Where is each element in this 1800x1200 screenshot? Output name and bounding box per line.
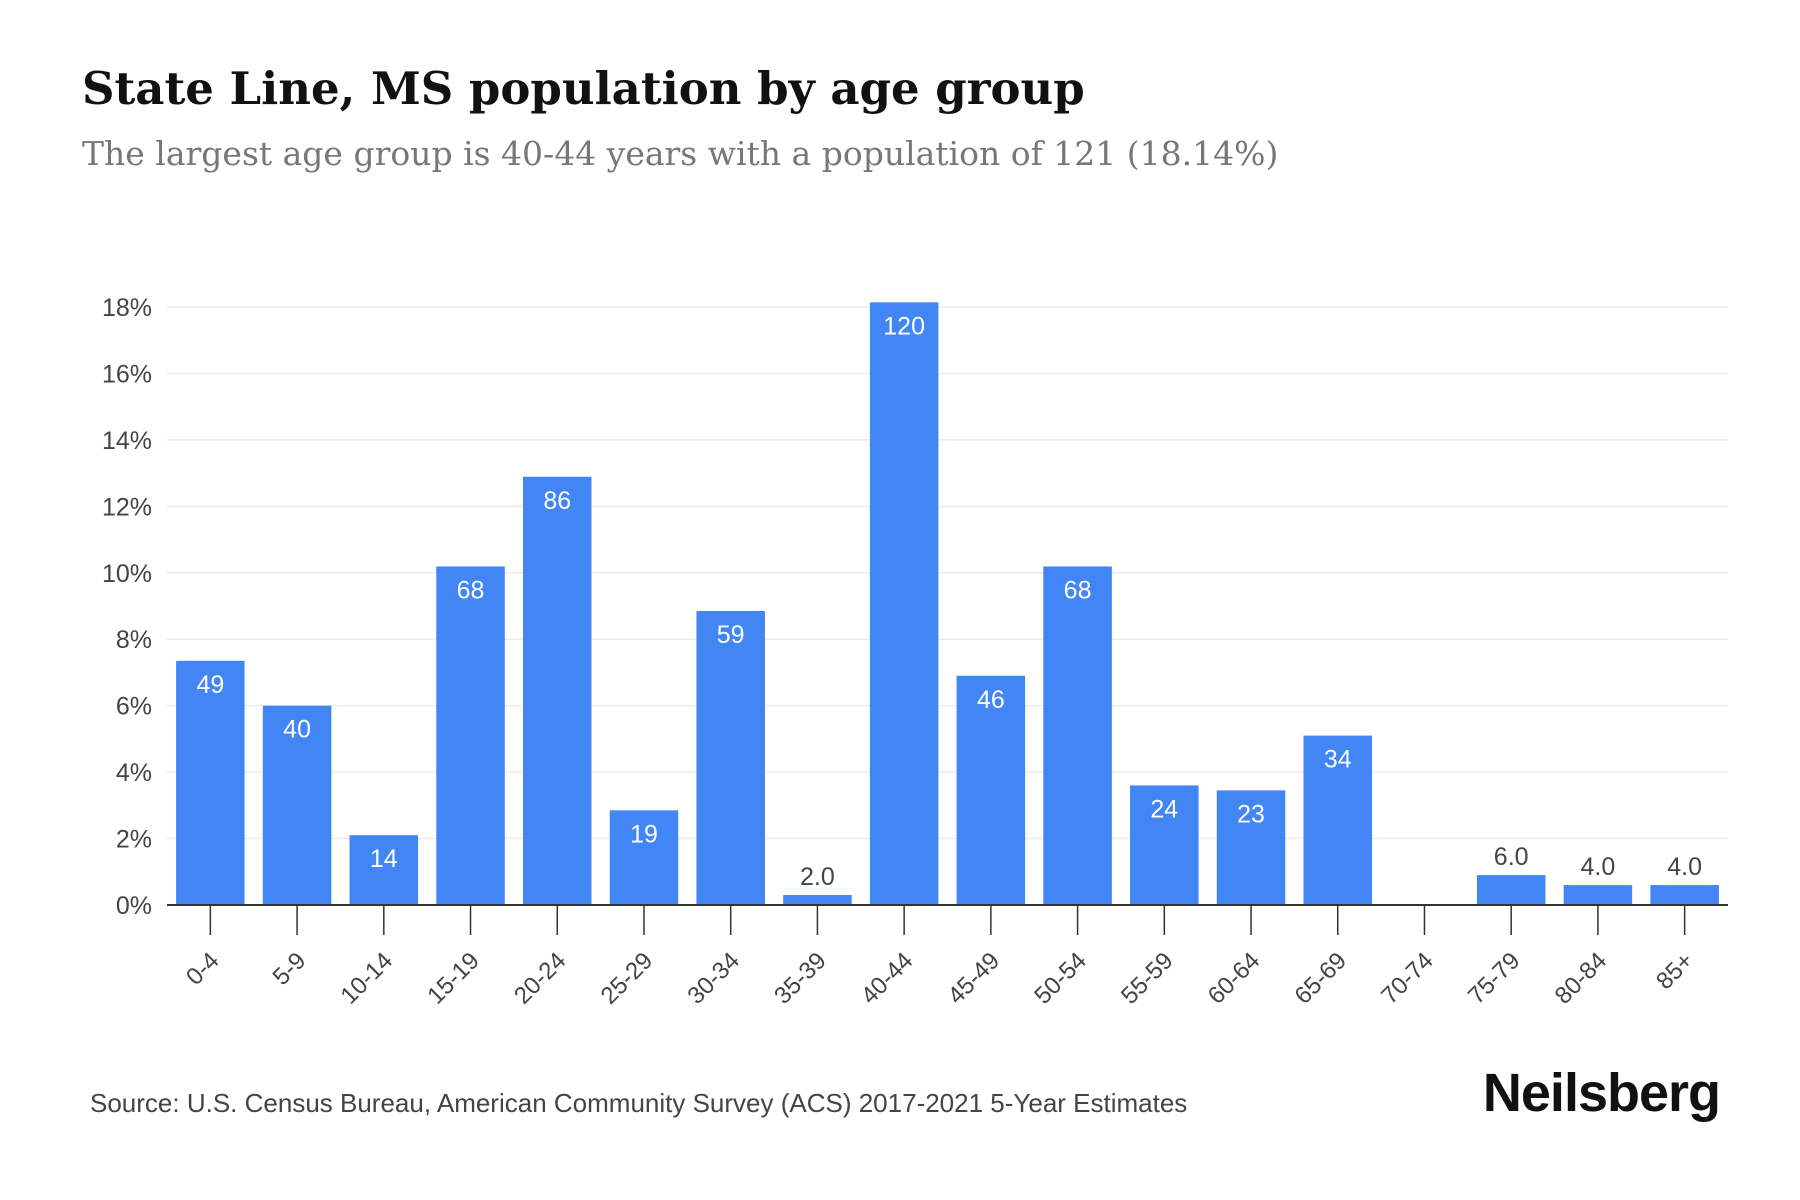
x-tick-label: 25-29 xyxy=(596,947,659,1010)
bar xyxy=(1130,785,1199,905)
x-tick-label: 35-39 xyxy=(769,947,832,1010)
chart-title: State Line, MS population by age group xyxy=(82,62,1085,115)
bar xyxy=(262,705,332,905)
x-tick-label: 10-14 xyxy=(336,947,399,1010)
y-tick-label: 8% xyxy=(116,626,152,654)
y-tick-label: 16% xyxy=(102,360,152,388)
bar-value-label: 40 xyxy=(283,716,311,744)
y-tick-label: 14% xyxy=(102,427,152,455)
y-tick-label: 4% xyxy=(116,759,152,787)
bars: 49 40 14 68 86 19 59 2.0 120 46 68 24 23 34 6.0 4.0 4.0 xyxy=(176,302,1719,905)
x-tick-label: 30-34 xyxy=(682,947,745,1010)
bar-value-label: 68 xyxy=(457,576,485,604)
grid-lines xyxy=(167,306,1728,840)
bar-value-label: 4.0 xyxy=(1667,853,1702,881)
bar xyxy=(522,476,592,905)
bar-value-label: 68 xyxy=(1064,576,1092,604)
x-tick-label: 65-69 xyxy=(1289,947,1352,1010)
bar-value-label: 86 xyxy=(543,487,571,515)
bar-value-label: 4.0 xyxy=(1581,853,1616,881)
bar-value-label: 6.0 xyxy=(1494,843,1529,871)
x-tick-label: 80-84 xyxy=(1550,947,1613,1010)
y-tick-label: 18% xyxy=(102,294,152,322)
y-tick-label: 10% xyxy=(102,560,152,588)
bar xyxy=(609,810,679,905)
x-tick-label: 55-59 xyxy=(1116,947,1179,1010)
bar xyxy=(1650,885,1719,905)
bar-value-label: 2.0 xyxy=(800,863,835,891)
x-tick-label: 60-64 xyxy=(1203,947,1266,1010)
bar-value-label: 19 xyxy=(630,820,658,848)
x-tick-label: 85+ xyxy=(1651,947,1699,995)
y-axis-ticks: 0% 2% 4% 6% 8% 10% 12% 14% 16% 18% xyxy=(102,294,152,920)
bar-value-label: 24 xyxy=(1150,795,1178,823)
bar xyxy=(1216,790,1286,905)
bar xyxy=(783,895,852,905)
source-note: Source: U.S. Census Bureau, American Com… xyxy=(90,1088,1188,1118)
bar xyxy=(696,610,765,905)
y-tick-label: 0% xyxy=(116,892,152,920)
x-tick-label: 15-19 xyxy=(422,947,485,1010)
bar-value-label: 34 xyxy=(1324,746,1352,774)
x-tick-label: 75-79 xyxy=(1463,947,1526,1010)
bar xyxy=(869,302,939,905)
y-tick-label: 2% xyxy=(116,826,152,854)
bar xyxy=(176,660,245,905)
bar-value-label: 59 xyxy=(717,621,745,649)
x-tick-label: 0-4 xyxy=(181,947,225,991)
bar xyxy=(349,835,419,905)
bar-chart: 0% 2% 4% 6% 8% 10% 12% 14% 16% 18% 49 40 14 68 86 19 59… xyxy=(102,294,1728,1010)
x-tick-label: 50-54 xyxy=(1029,947,1092,1010)
bar xyxy=(1303,735,1373,905)
bar-value-label: 23 xyxy=(1237,800,1265,828)
x-tick-label: 45-49 xyxy=(943,947,1006,1010)
bar-value-label: 49 xyxy=(196,671,224,699)
bar xyxy=(956,675,1026,905)
x-tick-label: 40-44 xyxy=(856,947,919,1010)
brand-logo: Neilsberg xyxy=(1482,1063,1721,1123)
chart-subtitle: The largest age group is 40-44 years wit… xyxy=(82,134,1279,173)
x-tick-label: 20-24 xyxy=(509,947,572,1010)
bar-value-label: 14 xyxy=(370,845,398,873)
x-tick-label: 70-74 xyxy=(1376,947,1439,1010)
bar xyxy=(1043,566,1112,905)
bar-value-label: 46 xyxy=(977,686,1005,714)
bar xyxy=(1476,875,1546,905)
bar-value-label: 120 xyxy=(883,312,925,340)
y-tick-label: 12% xyxy=(102,493,152,521)
bar xyxy=(1563,885,1633,905)
x-tick-label: 5-9 xyxy=(268,947,312,991)
x-axis: 0-4 5-9 10-14 15-19 20-24 25-29 30-34 35-39 40-4… xyxy=(167,904,1728,1010)
y-tick-label: 6% xyxy=(116,693,152,721)
bar xyxy=(436,566,505,905)
